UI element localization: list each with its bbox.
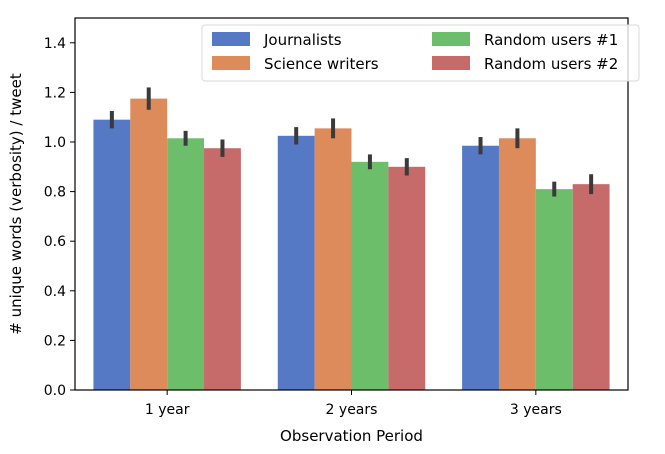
y-tick-label: 1.0 — [44, 135, 66, 151]
x-axis: 1 year 2 years 3 years — [145, 390, 562, 418]
y-tick-label: 0.2 — [44, 333, 66, 349]
y-tick-label: 0.8 — [44, 185, 66, 201]
bar — [388, 166, 426, 390]
x-axis-label: Observation Period — [280, 427, 423, 445]
y-axis: 0.0 0.2 0.4 0.6 0.8 1.0 1.2 1.4 — [44, 36, 75, 399]
bar — [204, 148, 241, 390]
bar — [572, 184, 610, 390]
error-bars-group — [109, 87, 594, 197]
y-tick-label: 0.0 — [44, 383, 66, 399]
bar — [277, 135, 315, 390]
legend-label: Journalists — [263, 31, 342, 49]
legend: Journalists Science writers Random users #… — [201, 24, 640, 82]
legend-label: Science writers — [264, 55, 379, 73]
bars-group — [93, 98, 610, 391]
legend-swatch — [212, 32, 250, 46]
legend-box — [201, 24, 640, 82]
bar — [535, 189, 573, 390]
y-tick-label: 1.4 — [44, 36, 66, 52]
legend-swatch — [432, 56, 470, 70]
bar — [130, 98, 168, 390]
y-tick-label: 1.2 — [44, 85, 66, 101]
legend-label: Random users #2 — [484, 55, 618, 73]
y-axis-label: # unique words (verbosity) / tweet — [7, 73, 25, 335]
bar — [167, 138, 205, 390]
legend-swatch — [432, 32, 470, 46]
bar — [351, 161, 389, 390]
bar — [462, 145, 499, 390]
bar — [498, 138, 536, 390]
bar — [314, 128, 352, 391]
y-tick-label: 0.6 — [44, 234, 66, 250]
y-tick-label: 0.4 — [44, 284, 66, 300]
x-tick-label: 1 year — [145, 402, 190, 418]
x-tick-label: 2 years — [326, 402, 378, 418]
x-tick-label: 3 years — [510, 402, 562, 418]
bar — [93, 119, 131, 391]
legend-swatch — [212, 56, 250, 70]
legend-label: Random users #1 — [484, 31, 618, 49]
